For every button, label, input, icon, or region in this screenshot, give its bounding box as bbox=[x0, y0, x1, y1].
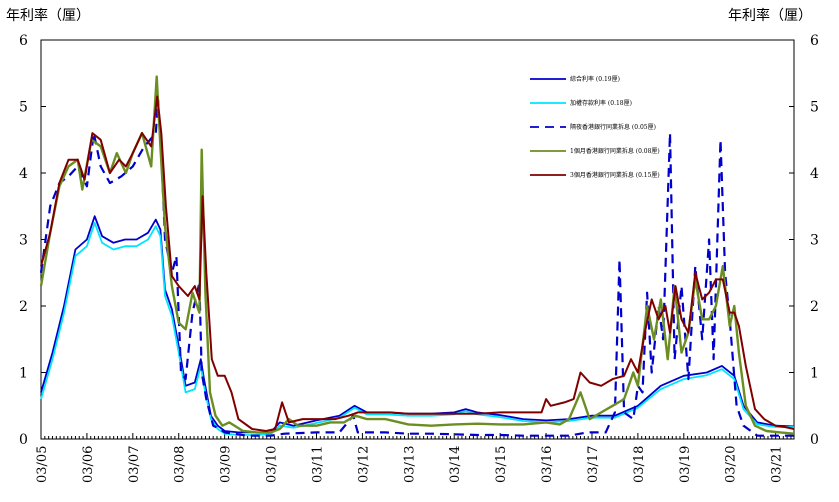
x-tick-label: 03/08 bbox=[173, 446, 188, 483]
x-tick-label: 03/05 bbox=[35, 446, 50, 483]
series-line-1 bbox=[40, 215, 795, 434]
x-tick-label: 03/11 bbox=[310, 446, 325, 483]
x-tick-label: 03/14 bbox=[448, 446, 463, 483]
left-y-unit-label: 年利率（厘） bbox=[6, 7, 90, 24]
x-tick-label: 03/07 bbox=[127, 446, 142, 483]
x-tick-label: 03/12 bbox=[356, 446, 371, 483]
x-tick-label: 03/16 bbox=[540, 446, 555, 483]
x-tick-label: 03/20 bbox=[724, 446, 739, 483]
y-tick-left-label: 3 bbox=[19, 233, 28, 249]
legend-label-2: 加權存款利率 (0.18厘) bbox=[570, 99, 632, 107]
y-tick-left-label: 5 bbox=[19, 100, 28, 116]
y-tick-right-label: 0 bbox=[810, 432, 819, 448]
plot-area: 0 0 1 1 2 2 3 3 4 4 5 5 6 6 03/05 03/06 03/07 03/08 03/09 0… bbox=[19, 33, 819, 483]
x-tick-label: 03/17 bbox=[586, 446, 601, 483]
plot-frame bbox=[40, 39, 795, 440]
legend-label-1: 綜合利率 (0.19厘) bbox=[570, 75, 620, 83]
legend-label-3: 隔夜香港銀行同業拆息 (0.05厘) bbox=[570, 123, 656, 131]
y-tick-left-label: 1 bbox=[19, 366, 28, 382]
x-tick-label: 03/21 bbox=[770, 446, 785, 483]
series-line-3 bbox=[39, 98, 794, 437]
x-tick-label: 03/09 bbox=[219, 446, 234, 483]
y-tick-right-label: 1 bbox=[810, 366, 819, 382]
x-tick-label: 03/10 bbox=[265, 446, 280, 483]
x-tick-label: 03/15 bbox=[494, 446, 509, 483]
x-tick-label: 03/13 bbox=[402, 446, 417, 483]
y-tick-left-label: 2 bbox=[19, 299, 28, 315]
x-tick-label: 03/18 bbox=[632, 446, 647, 483]
right-y-unit-label: 年利率（厘） bbox=[728, 7, 812, 24]
series-group bbox=[39, 75, 795, 437]
y-tick-right-label: 6 bbox=[810, 33, 819, 49]
y-tick-right-label: 3 bbox=[810, 233, 819, 249]
legend: 綜合利率 (0.19厘) 加權存款利率 (0.18厘) 隔夜香港銀行同業拆息 (0.… bbox=[530, 75, 660, 179]
series-line-2 bbox=[40, 222, 794, 436]
y-tick-left-label: 0 bbox=[19, 432, 28, 448]
x-tick-label: 03/19 bbox=[678, 446, 693, 483]
y-tick-left-label: 4 bbox=[19, 166, 28, 182]
legend-label-4: 1個月香港銀行同業拆息 (0.08厘) bbox=[570, 147, 660, 155]
y-tick-right-label: 2 bbox=[810, 299, 819, 315]
y-tick-right-label: 4 bbox=[810, 166, 819, 182]
y-tick-right-label: 5 bbox=[810, 100, 819, 116]
series-line-5 bbox=[40, 95, 795, 432]
y-tick-left-label: 6 bbox=[19, 33, 28, 49]
legend-label-5: 3個月香港銀行同業拆息 (0.15厘) bbox=[570, 171, 660, 179]
x-tick-label: 03/06 bbox=[81, 446, 96, 483]
